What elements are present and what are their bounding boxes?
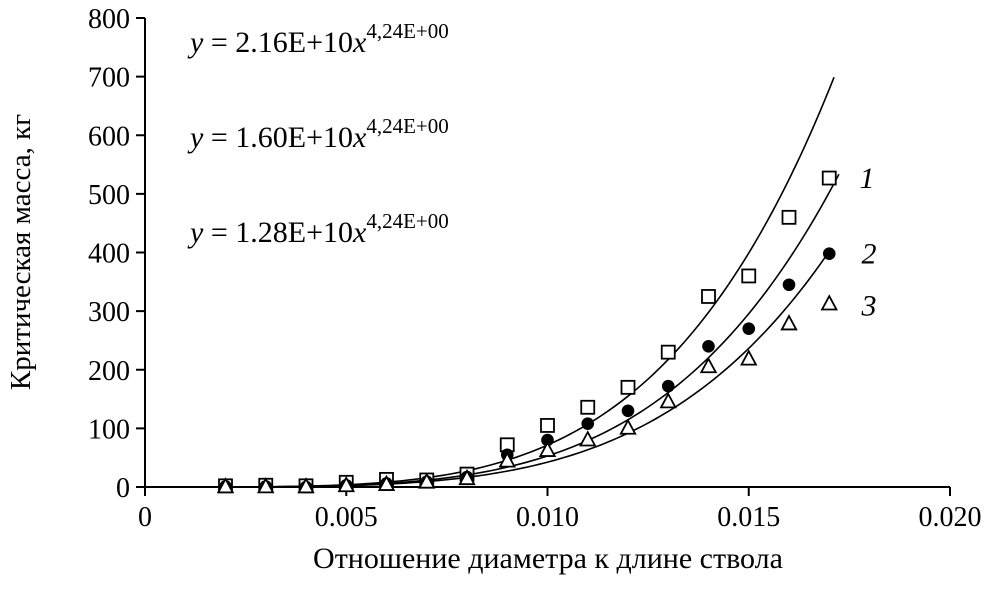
- series-label-3: 3: [860, 289, 876, 322]
- markers-series-2: [219, 247, 836, 494]
- y-tick-label: 700: [88, 63, 130, 94]
- triangle-marker: [377, 474, 396, 491]
- circle-marker: [822, 247, 836, 260]
- y-tick-label: 200: [88, 356, 130, 387]
- series-label-1: 1: [859, 162, 874, 195]
- triangle-marker: [297, 477, 315, 494]
- equation-annotation-3: y = 1.28E+10x4,24E+00: [187, 209, 449, 249]
- triangle-marker: [619, 418, 637, 435]
- x-tick-label: 0.005: [315, 502, 378, 533]
- triangle-marker: [257, 477, 275, 494]
- square-marker: [620, 379, 636, 395]
- square-marker: [781, 209, 797, 225]
- y-tick-label: 800: [88, 4, 130, 35]
- y-tick-label: 300: [88, 297, 130, 328]
- fit-curve-series-3: [225, 250, 830, 488]
- square-marker: [540, 418, 555, 433]
- triangle-marker: [458, 468, 476, 486]
- plot-area: 0 0.005 0.010 0.015 0.020 0 100 200 300 400 500 600…: [88, 4, 982, 533]
- square-marker: [660, 344, 676, 360]
- x-tick-label: 0: [138, 502, 152, 533]
- y-tick-label: 600: [88, 121, 130, 152]
- x-axis-ticks: 0 0.005 0.010 0.015 0.020: [138, 487, 982, 533]
- triangle-marker: [659, 392, 677, 409]
- triangle-marker: [418, 472, 436, 489]
- triangle-marker: [216, 477, 235, 494]
- square-marker: [701, 289, 716, 304]
- triangle-marker: [579, 430, 597, 447]
- triangle-marker: [538, 440, 557, 457]
- markers-series-3: [216, 294, 838, 494]
- circle-marker: [702, 340, 715, 353]
- circle-marker: [661, 379, 675, 393]
- triangle-marker: [820, 294, 838, 311]
- triangle-marker: [740, 349, 758, 366]
- x-tick-label: 0.020: [919, 502, 982, 533]
- circle-marker: [581, 417, 595, 430]
- series-label-2: 2: [861, 238, 876, 271]
- circle-marker: [742, 322, 756, 336]
- square-marker: [821, 170, 837, 186]
- x-tick-label: 0.015: [717, 502, 780, 533]
- y-tick-label: 100: [88, 414, 130, 445]
- x-tick-label: 0.010: [516, 502, 579, 533]
- circle-marker: [782, 278, 796, 292]
- y-axis-ticks: 0 100 200 300 400 500 600 700 800: [88, 4, 145, 504]
- y-tick-label: 0: [116, 473, 130, 504]
- triangle-marker: [498, 451, 516, 468]
- square-marker: [580, 399, 596, 415]
- circle-marker: [541, 433, 554, 447]
- y-axis-label: Критическая масса, кг: [5, 114, 37, 390]
- y-tick-label: 500: [88, 180, 130, 211]
- triangle-marker: [780, 314, 798, 331]
- square-marker: [741, 268, 757, 284]
- triangle-marker: [699, 356, 718, 374]
- circle-marker: [621, 404, 635, 418]
- triangle-marker: [337, 475, 355, 493]
- equation-annotation-2: y = 1.60E+10x4,24E+00: [187, 114, 449, 154]
- y-tick-label: 400: [88, 239, 130, 270]
- x-axis-label: Отношение диаметра к длине ствола: [313, 542, 783, 575]
- equation-annotation-1: y = 2.16E+10x4,24E+00: [187, 19, 449, 59]
